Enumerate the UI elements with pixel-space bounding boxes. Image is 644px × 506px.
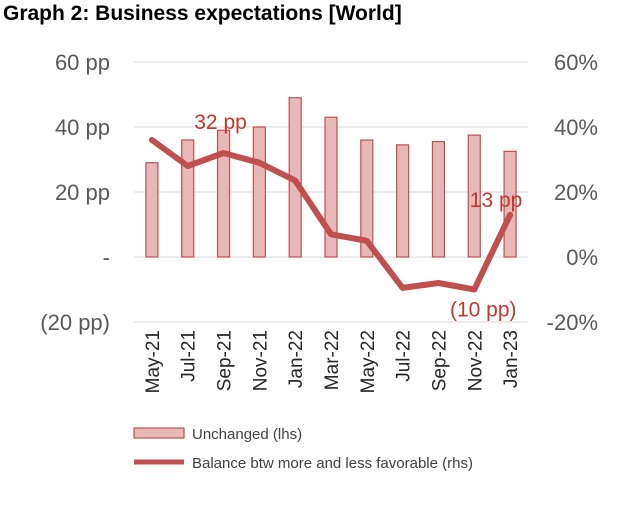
bar <box>145 162 159 258</box>
legend-label: Unchanged (lhs) <box>192 426 302 443</box>
right-tick-label: -20% <box>547 310 598 335</box>
x-tick-label: May-21 <box>143 330 164 393</box>
legend-swatch-bar <box>133 427 185 439</box>
x-tick-label: May-22 <box>358 330 379 393</box>
bar <box>181 139 195 258</box>
x-tick-label: Jul-22 <box>394 330 415 382</box>
right-axis: 60% 40% 20% 0% -20% <box>547 50 598 335</box>
bar <box>216 129 231 258</box>
bar <box>396 144 410 258</box>
x-tick-label: Sep-21 <box>215 330 236 391</box>
right-tick-label: 20% <box>554 180 598 205</box>
bar-series <box>145 97 517 258</box>
right-tick-label: 60% <box>554 50 598 75</box>
bar <box>360 139 374 258</box>
legend-label: Balance btw more and less favorable (rhs… <box>192 455 473 472</box>
left-tick-label: 60 pp <box>55 50 110 75</box>
x-tick-label: Jan-22 <box>286 330 307 388</box>
bar <box>324 116 338 258</box>
left-tick-label: (20 pp) <box>40 310 110 335</box>
bar <box>252 126 266 258</box>
chart-title: Graph 2: Business expectations [World] <box>3 2 402 25</box>
data-label: 32 pp <box>194 111 247 134</box>
right-tick-label: 0% <box>566 245 598 270</box>
data-label: (10 pp) <box>450 299 517 322</box>
left-axis: 60 pp 40 pp 20 pp - (20 pp) <box>40 50 110 335</box>
left-tick-label: - <box>103 245 110 270</box>
annotations: 32 pp 13 pp (10 pp) <box>194 111 522 322</box>
data-label: 13 pp <box>470 189 523 212</box>
x-tick-label: Nov-22 <box>465 330 486 391</box>
line-series <box>148 137 514 293</box>
bar <box>467 134 481 258</box>
bar <box>431 141 446 258</box>
x-tick-label: Jan-23 <box>501 330 522 388</box>
x-tick-label: Jul-21 <box>179 330 200 382</box>
x-axis: May-21 Jul-21 Sep-21 Nov-21 Jan-22 Mar-22 May-… <box>143 330 522 393</box>
left-tick-label: 20 pp <box>55 180 110 205</box>
x-tick-label: Mar-22 <box>322 330 343 390</box>
bar <box>503 150 517 258</box>
legend: Unchanged (lhs) Balance btw more and less… <box>133 426 473 472</box>
x-tick-label: Nov-21 <box>250 330 271 391</box>
left-tick-label: 40 pp <box>55 115 110 140</box>
right-tick-label: 40% <box>554 115 598 140</box>
x-tick-label: Sep-22 <box>429 330 450 391</box>
